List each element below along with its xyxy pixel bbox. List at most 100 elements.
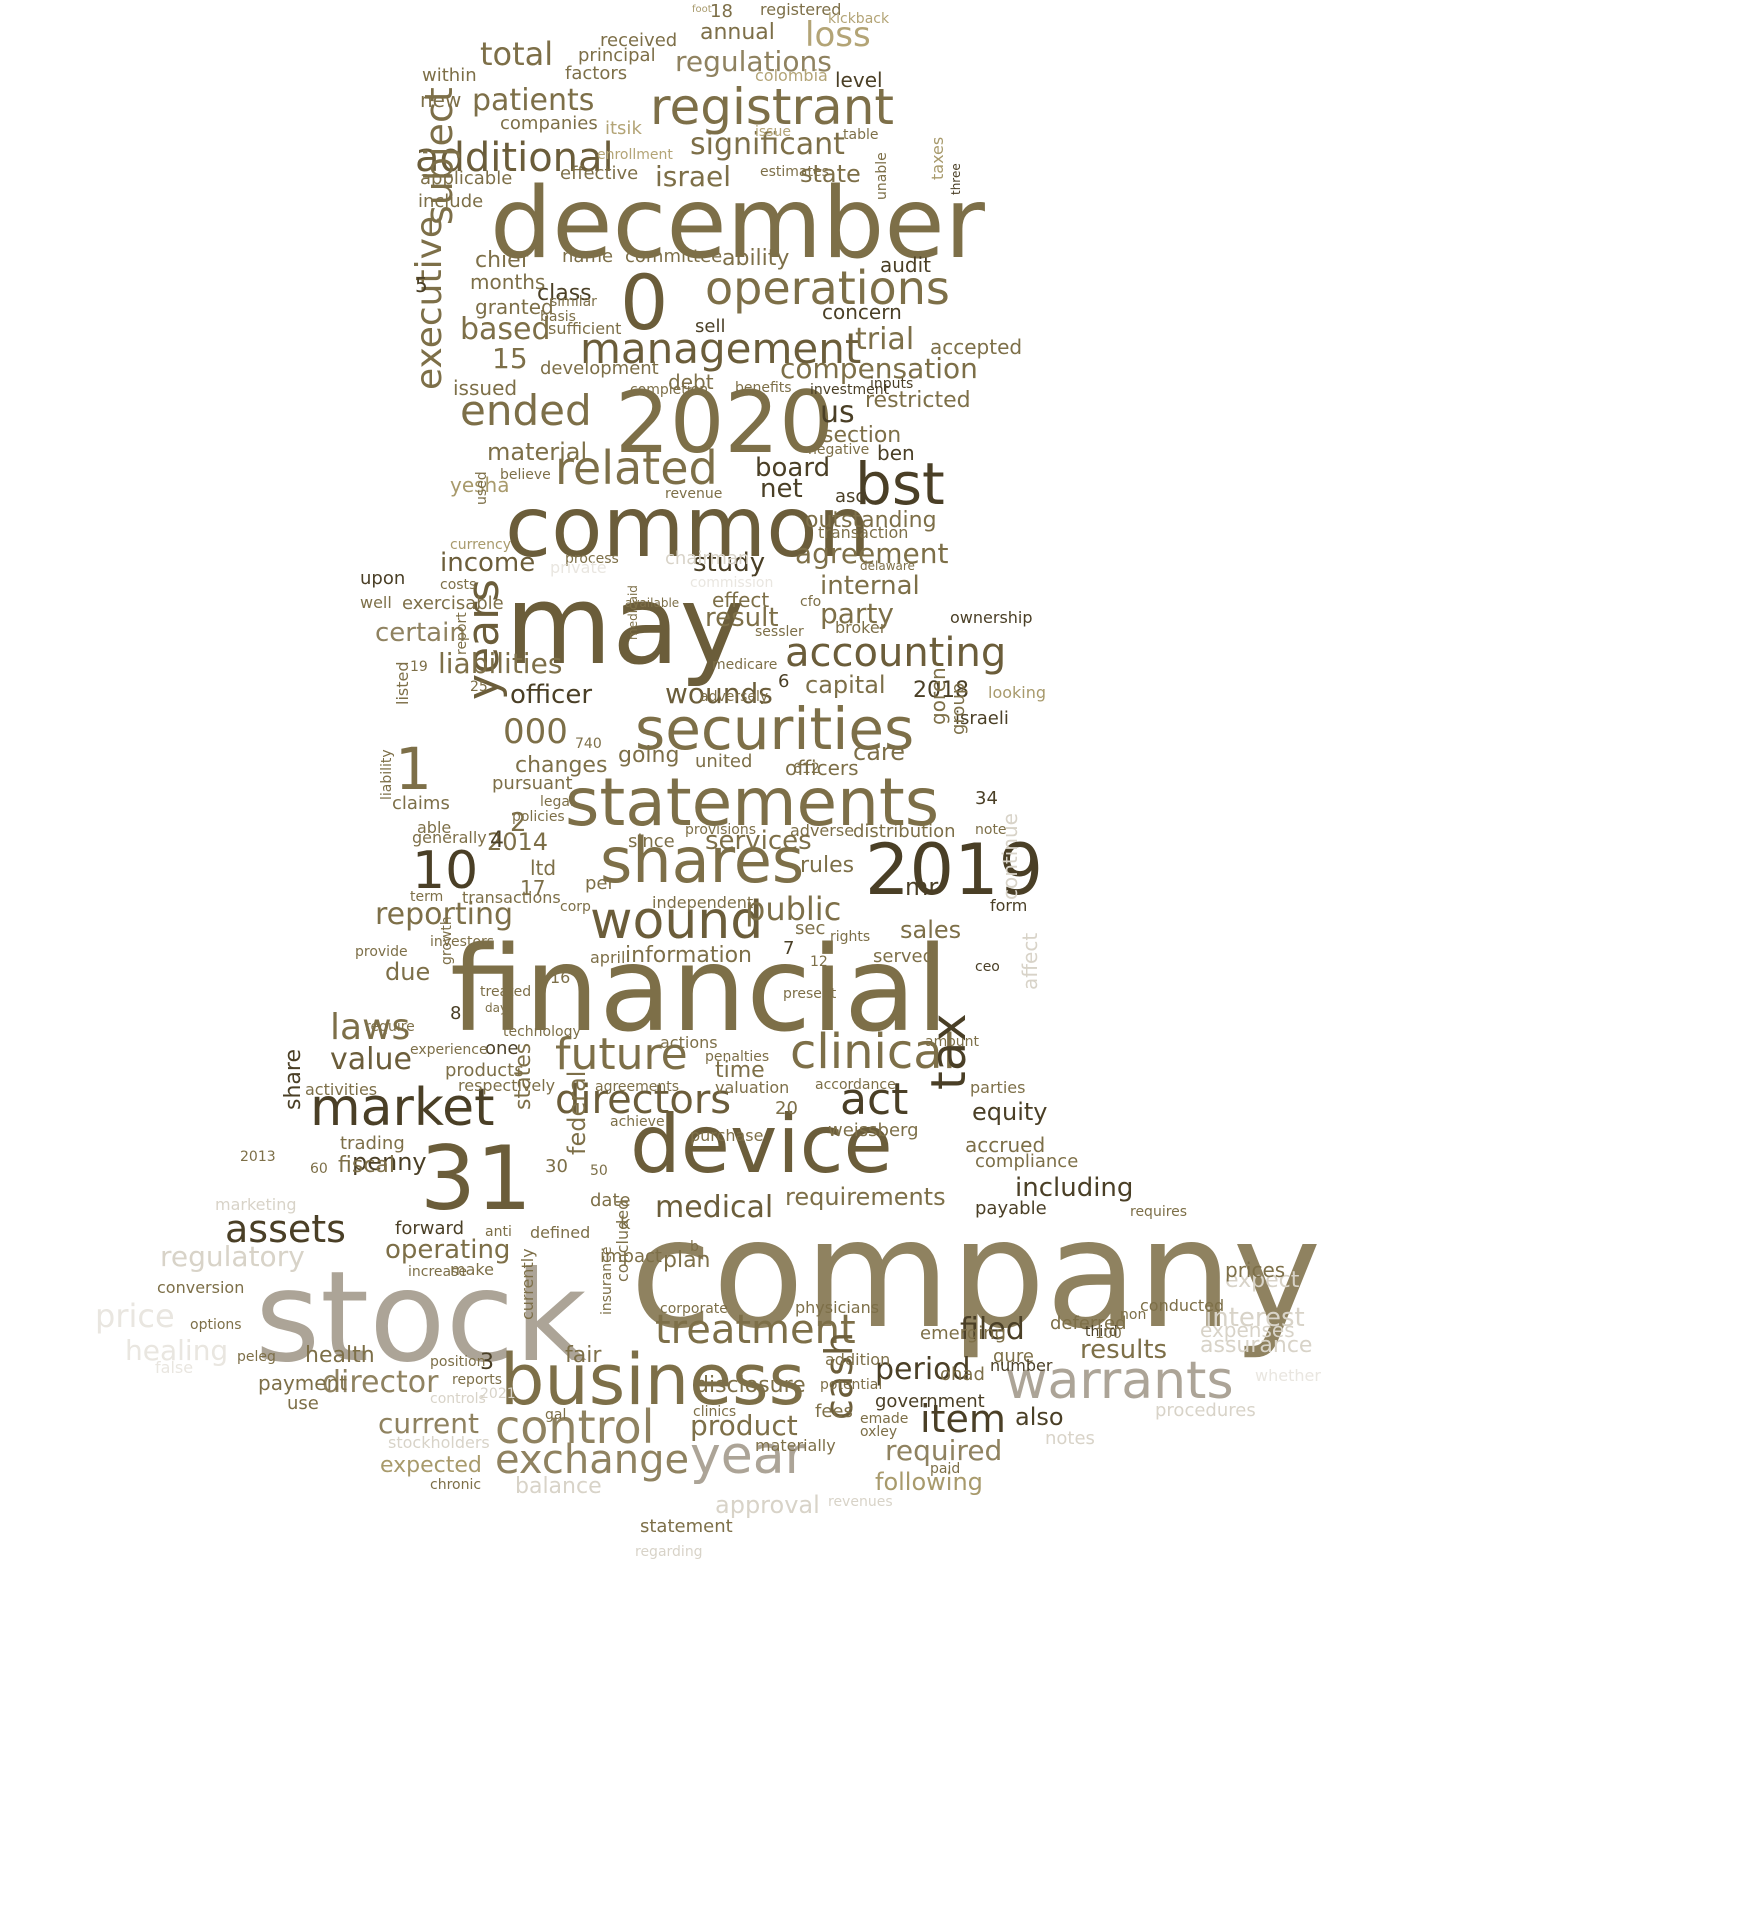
word-k: k [620, 1213, 631, 1234]
word-used: used [474, 471, 490, 505]
word-capital: capital [805, 671, 886, 699]
word-achieve: achieve [610, 1114, 665, 1130]
word-19: 19 [410, 659, 428, 675]
word-inputs: inputs [870, 376, 914, 392]
word-going: going [618, 743, 680, 768]
word-sales: sales [900, 916, 962, 944]
word-corp: corp [560, 899, 591, 915]
word-notes: notes [1045, 1428, 1095, 1449]
word-bst: bst [855, 450, 945, 518]
word-fair: fair [565, 1343, 602, 1368]
word-period: period [875, 1352, 971, 1387]
word-restricted: restricted [865, 388, 971, 413]
word-commission: commission [690, 575, 774, 591]
word-marketing: marketing [215, 1195, 297, 1214]
word-deferred: deferred [1050, 1313, 1127, 1334]
word-non: non [1120, 1307, 1147, 1323]
word-liabilities: liabilities [438, 647, 563, 680]
word-results: results [1080, 1335, 1168, 1365]
word-taxes: taxes [928, 136, 947, 180]
word-accounting: accounting [785, 630, 1007, 676]
word-asc: asc [835, 486, 866, 507]
word-factors: factors [565, 63, 628, 84]
word-60: 60 [310, 1161, 328, 1177]
word-private: private [550, 558, 607, 577]
word-adversely: adversely [700, 689, 769, 705]
word-requirements: requirements [785, 1183, 946, 1211]
word-share: share [281, 1049, 306, 1110]
word-emerging: emerging [920, 1323, 1007, 1344]
word-financial: financial [450, 920, 949, 1058]
word-united: united [695, 751, 753, 772]
word-number: number [990, 1356, 1053, 1375]
word-table: table [843, 127, 879, 143]
word-group: group [948, 682, 969, 735]
word-reports: reports [452, 1372, 503, 1388]
word-2020: 2020 [615, 373, 834, 473]
word-process: process [565, 551, 619, 567]
word-device: device [630, 1098, 893, 1191]
word-increase: increase [408, 1264, 468, 1280]
word-healing: healing [125, 1334, 229, 1367]
word-required: required [885, 1434, 1003, 1467]
word-accepted: accepted [930, 335, 1023, 359]
word-served: served [873, 946, 935, 967]
word-technology: technology [503, 1024, 581, 1040]
word-loss: loss [805, 15, 871, 55]
word-generally: generally [412, 828, 487, 847]
word-sell: sell [695, 316, 726, 337]
word-april: april [590, 948, 626, 967]
word-future: future [555, 1029, 688, 1080]
word-upon: upon [360, 568, 406, 589]
word-israel: israel [655, 160, 732, 193]
word-0: 0 [620, 258, 669, 347]
word-compliance: compliance [975, 1151, 1079, 1172]
word-2013: 2013 [240, 1149, 276, 1165]
word-potential: potential [820, 1377, 883, 1393]
word-enrollment: enrollment [597, 147, 673, 163]
word-7: 7 [783, 938, 795, 959]
word-one: one [485, 1038, 519, 1059]
word-management: management [580, 324, 862, 373]
word-false: false [155, 1358, 194, 1377]
word-parties: parties [970, 1078, 1026, 1097]
word-prices: prices [1225, 1258, 1286, 1282]
word-reporting: reporting [375, 897, 514, 932]
word-5: 5 [415, 273, 428, 297]
word-available: available [625, 596, 680, 610]
word-foot: foot [692, 4, 712, 15]
word-insurance: insurance [599, 1246, 615, 1315]
word-compensation: compensation [780, 352, 978, 385]
word-disclosure: disclosure [695, 1373, 806, 1398]
word-2014: 2014 [487, 828, 549, 856]
word-tax: tax [921, 1013, 977, 1090]
word-goren: goren [926, 667, 950, 725]
word-changes: changes [515, 753, 608, 778]
word-peleg: peleg [237, 1349, 276, 1365]
word-exercisable: exercisable [402, 593, 504, 614]
word-cfo: cfo [800, 594, 822, 610]
word-director: director [322, 1365, 439, 1400]
word-anti: anti [485, 1224, 512, 1240]
word-itsik: itsik [605, 118, 642, 139]
word-8: 8 [450, 1003, 462, 1024]
word-conducted: conducted [1140, 1296, 1225, 1315]
word-chronic: chronic [430, 1477, 482, 1493]
word-make: make [450, 1260, 494, 1279]
word-activities: activities [305, 1080, 378, 1099]
word-current: current [378, 1407, 480, 1440]
word-present: present [783, 986, 837, 1002]
word-include: include [418, 191, 484, 212]
word-operations: operations [705, 261, 950, 315]
word-us: us [820, 395, 855, 430]
word-statements: statements [565, 764, 940, 841]
word-time: time [715, 1058, 765, 1083]
word-patients: patients [472, 83, 595, 118]
word-form: form [990, 896, 1028, 915]
word-b: b [690, 1239, 699, 1255]
word-regulations: regulations [675, 45, 832, 78]
word-effective: effective [560, 163, 639, 184]
word-sessler: sessler [755, 624, 804, 640]
word-ohad: ohad [940, 1364, 985, 1385]
word-612: 612 [793, 761, 820, 777]
